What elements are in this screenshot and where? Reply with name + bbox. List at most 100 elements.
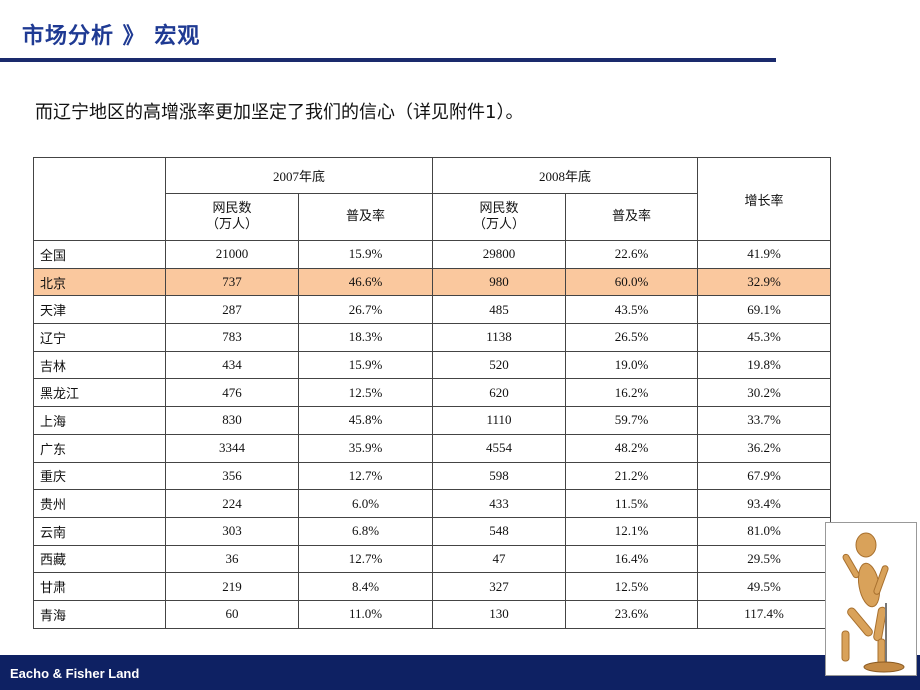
value-cell: 69.1%	[697, 295, 832, 325]
value-cell: 29.5%	[697, 544, 832, 574]
value-cell: 32.9%	[697, 267, 832, 297]
value-cell: 327	[432, 572, 567, 601]
value-cell: 15.9%	[297, 350, 434, 380]
value-cell: 224	[165, 489, 299, 518]
value-cell: 130	[432, 599, 567, 629]
value-cell: 1110	[432, 406, 567, 435]
value-cell: 29800	[432, 240, 567, 269]
value-cell: 12.7%	[297, 544, 434, 574]
region-cell: 西藏	[33, 544, 166, 574]
value-cell: 47	[432, 544, 567, 574]
value-cell: 36	[165, 544, 299, 574]
value-cell: 12.1%	[565, 516, 699, 546]
table-row: 北京 737 46.6% 980 60.0% 32.9%	[33, 267, 832, 297]
value-cell: 33.7%	[697, 406, 832, 435]
value-cell: 67.9%	[697, 461, 832, 491]
subheader-row: 网民数 （万人） 普及率 网民数 （万人） 普及率	[34, 193, 831, 241]
value-cell: 287	[165, 295, 299, 325]
value-cell: 48.2%	[565, 433, 699, 463]
table-row: 黑龙江 476 12.5% 620 16.2% 30.2%	[33, 378, 832, 408]
value-cell: 15.9%	[297, 240, 434, 269]
region-cell: 北京	[33, 267, 166, 297]
table-row: 天津 287 26.7% 485 43.5% 69.1%	[33, 295, 832, 325]
value-cell: 16.2%	[565, 378, 699, 408]
footer-bar	[0, 655, 920, 690]
table-row: 青海 60 11.0% 130 23.6% 117.4%	[33, 599, 832, 629]
value-cell: 303	[165, 516, 299, 546]
subheader: 网民数 （万人）	[165, 193, 299, 241]
value-cell: 117.4%	[697, 599, 832, 629]
group-header: 2008年底	[432, 157, 699, 194]
value-cell: 49.5%	[697, 572, 832, 601]
value-cell: 45.3%	[697, 323, 832, 352]
region-cell: 吉林	[33, 350, 166, 380]
value-cell: 548	[432, 516, 567, 546]
value-cell: 980	[432, 267, 567, 297]
subheader: 网民数 （万人）	[432, 193, 567, 241]
value-cell: 476	[165, 378, 299, 408]
title-rule	[0, 58, 776, 62]
value-cell: 434	[165, 350, 299, 380]
value-cell: 60.0%	[565, 267, 699, 297]
value-cell: 4554	[432, 433, 567, 463]
table-row: 全国 21000 15.9% 29800 22.6% 41.9%	[33, 240, 832, 269]
value-cell: 45.8%	[297, 406, 434, 435]
value-cell: 23.6%	[565, 599, 699, 629]
region-cell: 贵州	[33, 489, 166, 518]
value-cell: 59.7%	[565, 406, 699, 435]
subheader: 普及率	[565, 193, 699, 241]
value-cell: 81.0%	[697, 516, 832, 546]
group-header: 2007年底	[164, 157, 434, 194]
table-row: 甘肃 219 8.4% 327 12.5% 49.5%	[33, 572, 832, 601]
value-cell: 26.5%	[565, 323, 699, 352]
region-cell: 重庆	[33, 461, 166, 491]
header-row: 2007年底 2008年底 增长率	[33, 157, 832, 241]
table-row: 西藏 36 12.7% 47 16.4% 29.5%	[33, 544, 832, 574]
value-cell: 60	[165, 599, 299, 629]
value-cell: 93.4%	[697, 489, 832, 518]
subtitle: 而辽宁地区的高增涨率更加坚定了我们的信心（详见附件1）。	[35, 102, 524, 123]
value-cell: 6.8%	[297, 516, 434, 546]
value-cell: 8.4%	[297, 572, 434, 601]
value-cell: 11.5%	[565, 489, 699, 518]
table-row: 辽宁 783 18.3% 1138 26.5% 45.3%	[33, 323, 832, 352]
mannequin-figure	[825, 522, 917, 676]
footer-text: Eacho & Fisher Land	[10, 666, 140, 681]
value-cell: 21000	[165, 240, 299, 269]
mannequin-drawing	[841, 532, 905, 673]
region-cell: 天津	[33, 295, 166, 325]
value-cell: 12.5%	[297, 378, 434, 408]
table-row: 广东 3344 35.9% 4554 48.2% 36.2%	[33, 433, 832, 463]
value-cell: 433	[432, 489, 567, 518]
value-cell: 22.6%	[565, 240, 699, 269]
region-cell: 广东	[33, 433, 166, 463]
value-cell: 12.5%	[565, 572, 699, 601]
region-cell: 甘肃	[33, 572, 166, 601]
value-cell: 783	[165, 323, 299, 352]
region-cell: 黑龙江	[33, 378, 166, 408]
data-table: 2007年底 2008年底 增长率 网民数 （万人） 普及率 网民数 （万人） …	[33, 157, 832, 629]
value-cell: 30.2%	[697, 378, 832, 408]
value-cell: 737	[165, 267, 299, 297]
value-cell: 485	[432, 295, 567, 325]
table-row: 吉林 434 15.9% 520 19.0% 19.8%	[33, 350, 832, 380]
value-cell: 46.6%	[297, 267, 434, 297]
region-cell: 青海	[33, 599, 166, 629]
value-cell: 35.9%	[297, 433, 434, 463]
value-cell: 26.7%	[297, 295, 434, 325]
value-cell: 6.0%	[297, 489, 434, 518]
value-cell: 21.2%	[565, 461, 699, 491]
value-cell: 830	[165, 406, 299, 435]
value-cell: 18.3%	[297, 323, 434, 352]
value-cell: 43.5%	[565, 295, 699, 325]
value-cell: 19.0%	[565, 350, 699, 380]
value-cell: 598	[432, 461, 567, 491]
slide-title: 市场分析 》 宏观	[22, 24, 201, 49]
region-cell: 上海	[33, 406, 166, 435]
region-cell: 辽宁	[33, 323, 166, 352]
region-cell: 全国	[33, 240, 166, 269]
table-row: 云南 303 6.8% 548 12.1% 81.0%	[33, 516, 832, 546]
value-cell: 219	[165, 572, 299, 601]
value-cell: 36.2%	[697, 433, 832, 463]
